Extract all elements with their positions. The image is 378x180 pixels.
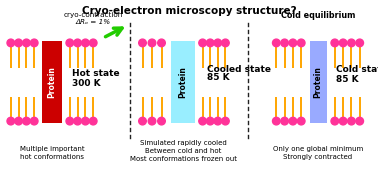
Circle shape xyxy=(23,117,30,125)
Text: Cold state: Cold state xyxy=(336,66,378,75)
Circle shape xyxy=(297,39,305,47)
Text: Cryo-electron microscopy structure?: Cryo-electron microscopy structure? xyxy=(82,6,296,16)
Circle shape xyxy=(331,117,339,125)
Circle shape xyxy=(331,39,339,47)
Circle shape xyxy=(273,117,280,125)
Circle shape xyxy=(90,117,97,125)
Circle shape xyxy=(281,117,288,125)
Circle shape xyxy=(74,117,81,125)
Circle shape xyxy=(139,39,146,47)
Circle shape xyxy=(222,39,229,47)
Circle shape xyxy=(7,117,15,125)
Circle shape xyxy=(148,117,156,125)
Circle shape xyxy=(289,39,297,47)
Circle shape xyxy=(289,117,297,125)
Text: Simulated rapidly cooled: Simulated rapidly cooled xyxy=(139,140,226,146)
Circle shape xyxy=(222,117,229,125)
Circle shape xyxy=(348,117,355,125)
Circle shape xyxy=(273,39,280,47)
Circle shape xyxy=(348,39,355,47)
Circle shape xyxy=(139,117,146,125)
Text: Between cold and hot: Between cold and hot xyxy=(145,148,221,154)
Circle shape xyxy=(148,39,156,47)
Circle shape xyxy=(356,39,364,47)
Text: 85 K: 85 K xyxy=(336,75,359,84)
Circle shape xyxy=(339,117,347,125)
Bar xyxy=(42,41,62,123)
Text: Hot state: Hot state xyxy=(72,69,119,78)
Circle shape xyxy=(90,39,97,47)
Circle shape xyxy=(30,39,38,47)
Text: Multiple important: Multiple important xyxy=(20,146,84,152)
Circle shape xyxy=(23,39,30,47)
Text: Only one global minimum: Only one global minimum xyxy=(273,146,363,152)
Circle shape xyxy=(82,39,89,47)
Circle shape xyxy=(214,117,222,125)
Circle shape xyxy=(15,39,22,47)
Text: ΔRₒ = 1%: ΔRₒ = 1% xyxy=(76,19,110,25)
Text: Strongly contracted: Strongly contracted xyxy=(284,154,353,160)
Text: cryo-contraction: cryo-contraction xyxy=(64,12,122,18)
Text: Most conformations frozen out: Most conformations frozen out xyxy=(130,156,237,162)
Circle shape xyxy=(158,39,165,47)
Circle shape xyxy=(206,39,214,47)
Text: hot conformations: hot conformations xyxy=(20,154,84,160)
Circle shape xyxy=(206,117,214,125)
Circle shape xyxy=(15,117,22,125)
Text: Protein: Protein xyxy=(178,66,187,98)
Text: Cooled state: Cooled state xyxy=(207,64,271,73)
Bar xyxy=(171,41,195,123)
Circle shape xyxy=(214,39,222,47)
Circle shape xyxy=(82,117,89,125)
Circle shape xyxy=(281,39,288,47)
Circle shape xyxy=(66,39,74,47)
Circle shape xyxy=(199,117,206,125)
Circle shape xyxy=(158,117,165,125)
Circle shape xyxy=(199,39,206,47)
Circle shape xyxy=(30,117,38,125)
Bar xyxy=(310,41,327,123)
Circle shape xyxy=(66,117,74,125)
Circle shape xyxy=(339,39,347,47)
Circle shape xyxy=(297,117,305,125)
Text: Cold equilibrium: Cold equilibrium xyxy=(281,10,355,19)
Circle shape xyxy=(356,117,364,125)
Circle shape xyxy=(7,39,15,47)
Text: Protein: Protein xyxy=(313,66,322,98)
Circle shape xyxy=(74,39,81,47)
Text: 300 K: 300 K xyxy=(72,78,101,87)
Text: 85 K: 85 K xyxy=(207,73,229,82)
Text: Protein: Protein xyxy=(48,66,56,98)
